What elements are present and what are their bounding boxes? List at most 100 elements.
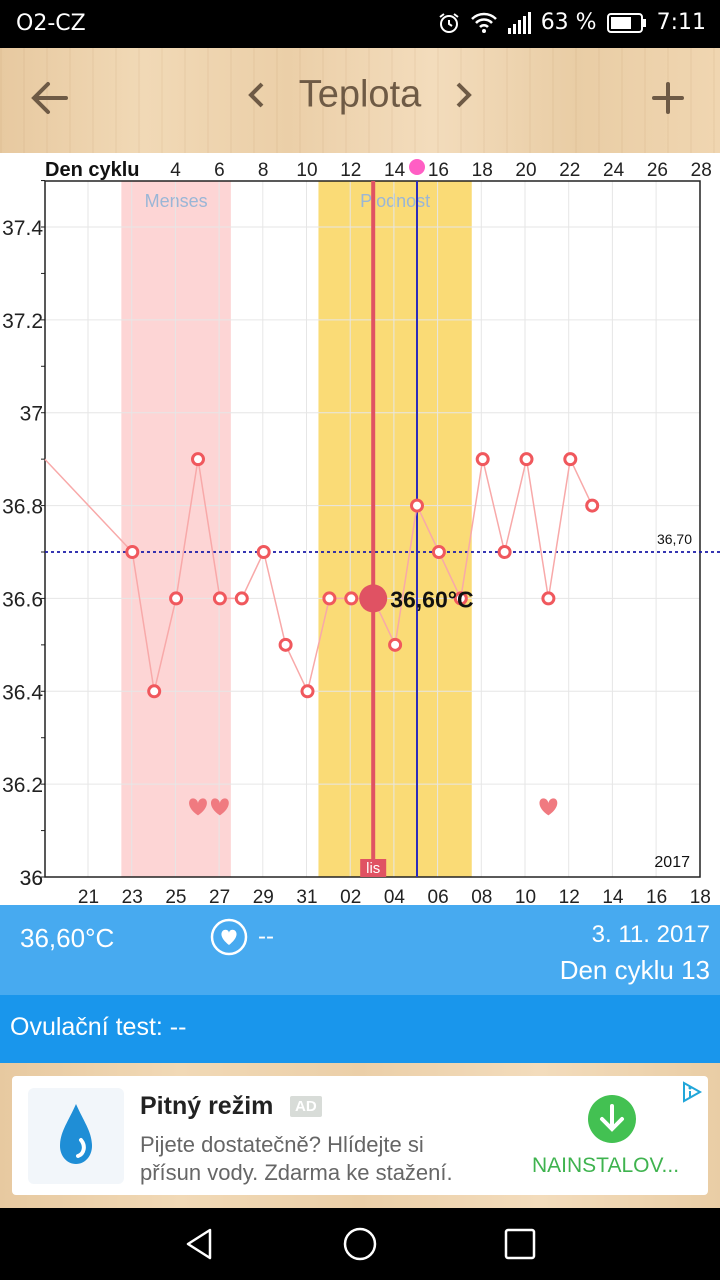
navigation-bar [0, 1208, 720, 1280]
top-tick-label: 16 [428, 160, 449, 181]
bottom-tick-label: 29 [253, 887, 274, 905]
data-point [519, 452, 534, 467]
data-point [234, 591, 249, 606]
alarm-icon [439, 12, 459, 33]
bottom-tick-label: 27 [209, 887, 230, 905]
status-bar: O2-CZ 63 % 7:11 [0, 0, 720, 48]
data-point [212, 591, 227, 606]
data-point [344, 591, 359, 606]
data-point [278, 637, 293, 652]
battery-percent: 63 % [540, 10, 597, 35]
left-mask [0, 181, 44, 877]
y-tick-label: 36.6 [2, 588, 43, 611]
bottom-tick-label: 18 [690, 887, 711, 905]
info-bar: 36,60°C -- 3. 11. 2017 Den cyklu 13 [0, 905, 720, 995]
top-tick-label: 6 [214, 160, 225, 181]
month-badge-bg [360, 859, 387, 877]
y-tick-label: 37.2 [2, 310, 43, 333]
top-tick-label: 12 [340, 160, 361, 181]
band-label-menses: Menses [145, 191, 208, 211]
y-tick-label: 36 [20, 867, 43, 890]
y-tick-label: 36.8 [2, 496, 43, 519]
bottom-tick-label: 08 [471, 887, 492, 905]
month-badge-label: lis [366, 860, 380, 877]
top-tick-label: 22 [559, 160, 580, 181]
top-tick-label: 20 [515, 160, 536, 181]
wifi-icon [470, 12, 497, 33]
arrow-left-icon[interactable] [30, 80, 70, 116]
bottom-tick-label: 06 [428, 887, 449, 905]
nav-home-icon[interactable] [342, 1226, 378, 1262]
top-tick-label: 10 [296, 160, 317, 181]
top-tick-label: 28 [691, 160, 712, 181]
carrier-name: O2-CZ [16, 11, 86, 36]
data-point [125, 545, 140, 559]
toolbar: Teplota [0, 48, 720, 153]
toolbar-title-group: Teplota [0, 72, 720, 116]
y-tick-label: 36.2 [2, 774, 43, 797]
bottom-tick-label: 23 [122, 887, 143, 905]
data-point [256, 545, 271, 559]
chevron-right-icon[interactable] [452, 80, 474, 110]
data-point [147, 684, 162, 699]
data-point [497, 545, 512, 559]
top-tick-label: 4 [170, 160, 181, 181]
band-label-plodnost: Plodnost [360, 191, 430, 211]
ad-install-button[interactable]: NAINSTALOV... [532, 1154, 680, 1177]
ovulation-marker-dot [409, 159, 425, 175]
selected-date: 3. 11. 2017 [591, 921, 710, 948]
band-menses [121, 181, 231, 877]
top-tick-label: 8 [258, 160, 269, 181]
data-point [191, 452, 205, 467]
top-axis-label: Den cyklu [45, 159, 139, 181]
heart-circle-icon[interactable] [210, 918, 248, 956]
chevron-left-icon[interactable] [246, 80, 268, 110]
bottom-tick-label: 14 [602, 887, 624, 905]
ad-app-icon-tile[interactable] [28, 1088, 124, 1184]
y-tick-label: 37.4 [2, 217, 43, 240]
clock: 7:11 [656, 10, 706, 35]
ad-description-line2: přísun vody. Zdarma ke stažení. [140, 1160, 453, 1185]
ad-area: Pitný režim AD Pijete dostatečně? Hlídej… [0, 1063, 720, 1208]
adchoices-icon[interactable] [680, 1080, 704, 1104]
heart-icon [539, 798, 558, 816]
nav-back-icon[interactable] [182, 1226, 218, 1262]
bottom-tick-label: 04 [384, 887, 406, 905]
page-title: Teplota [298, 73, 422, 116]
data-point [585, 498, 600, 513]
heart-icon [210, 798, 229, 816]
bottom-tick-label: 21 [78, 887, 99, 905]
data-point [300, 684, 315, 699]
status-icons: 63 % 7:11 [437, 10, 706, 35]
data-point [169, 591, 184, 606]
chart-svg[interactable]: Menses Plodnost 37.4 37.2 37 36.8 36.6 36.4 36.2… [0, 153, 720, 908]
year-label: 2017 [654, 854, 690, 871]
cycle-day-label: Den cyklu 13 [559, 955, 710, 985]
heart-value: -- [258, 923, 274, 950]
data-point [410, 498, 424, 513]
download-icon[interactable] [587, 1094, 637, 1144]
data-point [541, 591, 556, 606]
nav-recent-icon[interactable] [502, 1226, 538, 1262]
battery-icon [606, 12, 646, 33]
data-point [453, 591, 468, 606]
band-plodnost [318, 181, 472, 877]
selected-temperature: 36,60°C [20, 923, 115, 953]
temperature-chart[interactable]: Menses Plodnost 37.4 37.2 37 36.8 36.6 36.4 36.2… [0, 153, 720, 908]
data-point [563, 452, 578, 467]
selected-value-label: 36,60°C [390, 586, 473, 612]
signal-icon [507, 11, 531, 34]
selected-data-point [359, 584, 388, 613]
plus-icon[interactable] [650, 80, 686, 116]
bottom-tick-label: 25 [165, 887, 186, 905]
water-drop-icon [60, 1104, 92, 1164]
ad-title[interactable]: Pitný režim [140, 1092, 274, 1120]
top-tick-label: 18 [472, 160, 493, 181]
heart-icon [189, 798, 207, 816]
ovulation-test-bar[interactable]: Ovulační test: -- [0, 995, 720, 1063]
top-tick-label: 26 [647, 160, 668, 181]
ovulation-test-label: Ovulační test: -- [10, 1013, 187, 1041]
bottom-tick-label: 12 [559, 887, 580, 905]
cover-line-label: 36,70 [657, 531, 692, 547]
ad-card[interactable]: Pitný režim AD Pijete dostatečně? Hlídej… [12, 1076, 708, 1195]
